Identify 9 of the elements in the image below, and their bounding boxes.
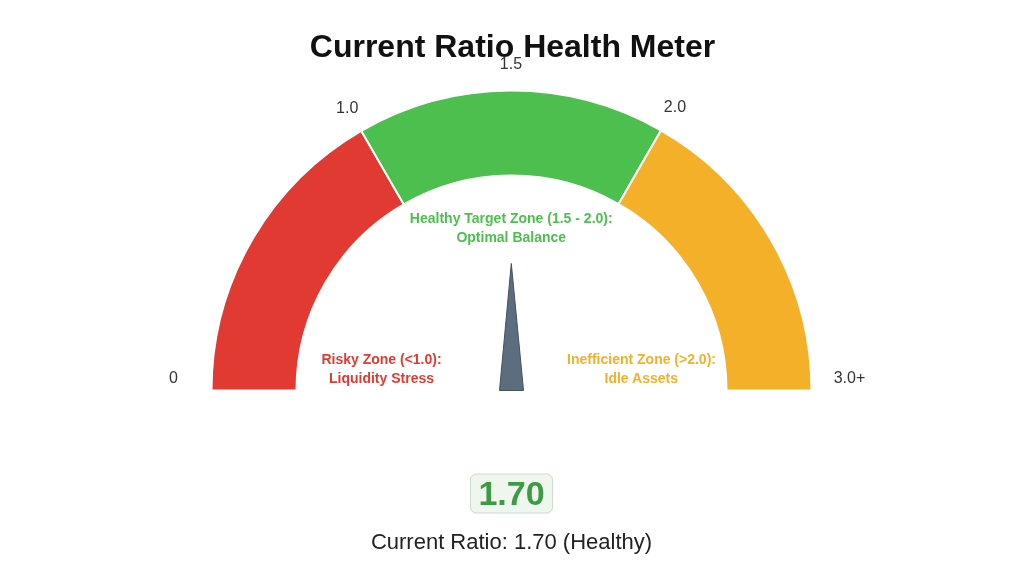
slice-label: Healthy Target Zone (1.5 - 2.0): Optimal Balance (409, 209, 613, 246)
text: 2.0 (663, 98, 687, 116)
slice-label: Inefficient Zone (>2.0): Idle Assets (567, 350, 716, 387)
text: 0 (169, 368, 179, 386)
slice-label: Risky Zone (<1.0): Liquidity Stress (321, 350, 442, 387)
text: 1.0 (336, 98, 359, 116)
text: Current Ratio: 1.70 (Healthy) (370, 529, 653, 554)
text: 1.70 (478, 474, 545, 512)
text: 3.0+ (833, 368, 866, 386)
